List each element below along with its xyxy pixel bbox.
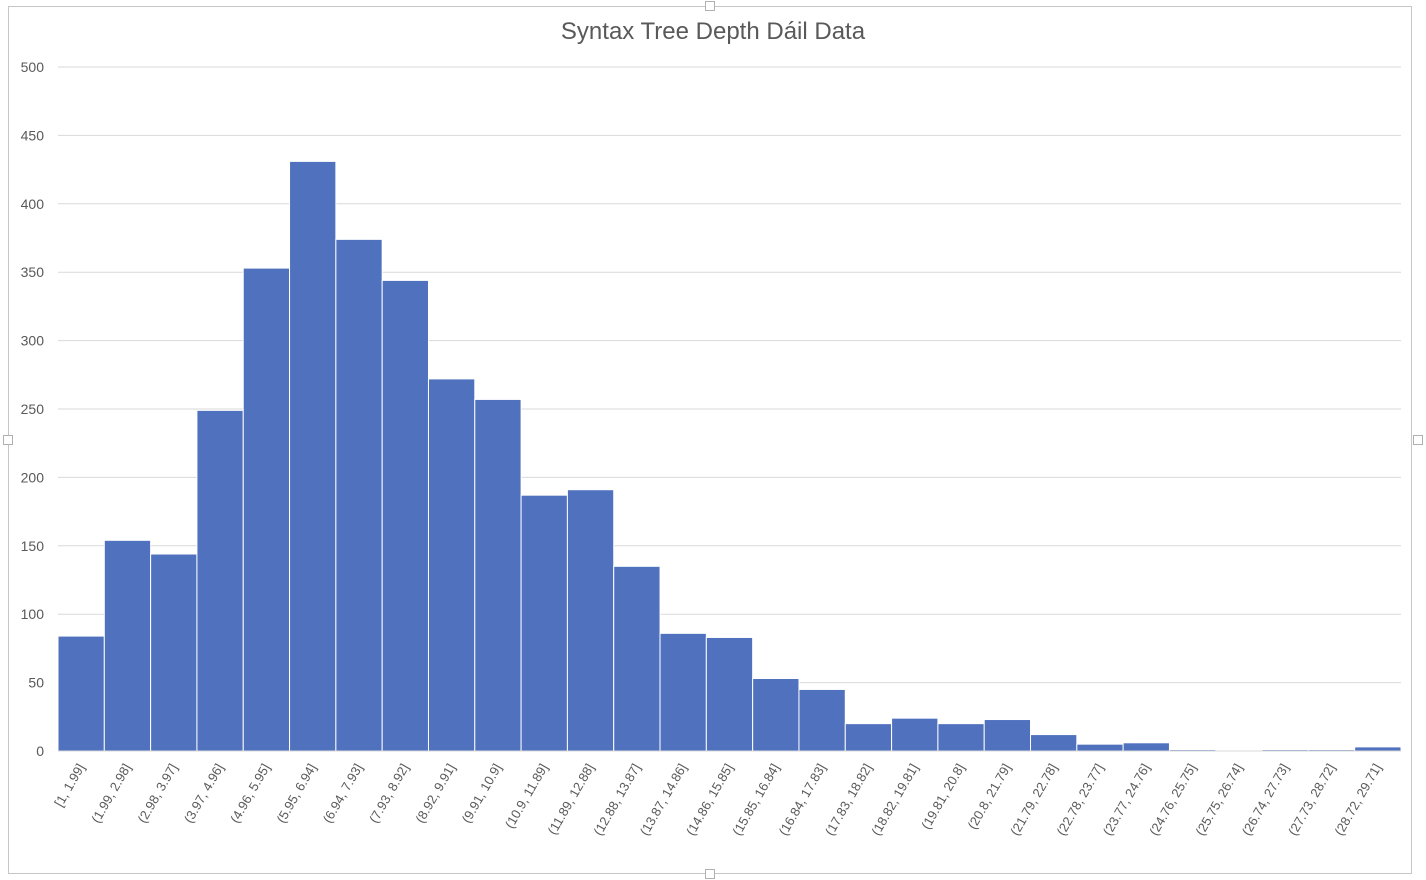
x-tick-label: (14.86, 15.85] [683, 761, 736, 838]
y-tick-label: 100 [21, 606, 45, 622]
histogram-bar [150, 553, 198, 752]
x-tick-label: (25.75, 26.74] [1192, 761, 1245, 838]
y-tick-label: 0 [36, 743, 44, 759]
x-tick-label: (16.84, 17.83] [776, 761, 829, 838]
x-tick-label: (12.88, 13.87] [590, 761, 643, 838]
resize-handle-right[interactable] [1413, 435, 1423, 445]
y-tick-label: 200 [21, 469, 45, 485]
resize-handle-top[interactable] [705, 1, 715, 11]
histogram-bar [613, 565, 661, 752]
x-tick-label: (19.81, 20.8] [918, 761, 967, 832]
x-tick-label: (15.85, 16.84] [729, 761, 782, 838]
x-tick-label: (11.89, 12.88] [545, 761, 598, 837]
y-tick-label: 150 [21, 538, 45, 554]
histogram-bar [57, 635, 105, 752]
x-tick-label: (13.87, 14.86] [637, 761, 690, 838]
y-tick-label: 450 [21, 127, 45, 143]
histogram-bar [427, 378, 476, 752]
histogram-bar [1076, 743, 1124, 752]
x-tick-label: [1, 1.99] [51, 761, 87, 809]
chart-title: Syntax Tree Depth Dáil Data [560, 18, 866, 45]
x-tick-label: (20.8, 21.79] [964, 761, 1013, 832]
histogram-bar [1354, 746, 1402, 752]
bars [57, 160, 1402, 752]
histogram-bar [520, 494, 568, 752]
y-tick-label: 400 [21, 196, 45, 212]
histogram-bar [242, 267, 291, 752]
histogram-bar [381, 279, 429, 752]
x-tick-label: (21.79, 22.78] [1007, 761, 1060, 838]
histogram-bar [844, 723, 893, 752]
histogram-bar [289, 160, 337, 752]
histogram-bar [1122, 742, 1170, 752]
x-tick-label: (22.78, 23.77] [1053, 761, 1106, 838]
x-tick-label: (5.95, 6.94] [273, 761, 319, 825]
histogram-bar [1030, 734, 1078, 752]
y-tick-label: 300 [21, 333, 45, 349]
y-tick-label: 250 [21, 401, 45, 417]
x-tick-label: (3.97, 4.96] [181, 761, 227, 825]
x-tick-label: (28.72, 29.71] [1331, 761, 1384, 838]
histogram-bar [705, 636, 754, 752]
histogram-bar [566, 489, 615, 752]
histogram-bar [798, 688, 846, 752]
resize-handle-left[interactable] [3, 435, 13, 445]
x-tick-label: (4.96, 5.95] [227, 761, 273, 825]
x-tick-label: (24.76, 25.75] [1146, 761, 1199, 838]
x-tick-label: (1.99, 2.98] [88, 761, 134, 825]
histogram-bar [659, 632, 707, 752]
resize-handle-bottom[interactable] [705, 869, 715, 879]
y-tick-label: 50 [28, 675, 44, 691]
x-axis-ticks: [1, 1.99] (1.99, 2.98] (2.98, 3.97] (3.97, … [51, 750, 1401, 838]
y-tick-label: 500 [21, 59, 45, 75]
x-tick-label: (6.94, 7.93] [320, 761, 366, 825]
histogram-bar [103, 539, 152, 752]
histogram-bar [937, 723, 985, 752]
x-tick-label: (17.83, 18.82] [822, 761, 875, 838]
x-tick-label: (23.77, 24.76] [1100, 761, 1153, 838]
histogram-bar [752, 677, 800, 752]
histogram-bar [196, 409, 244, 752]
x-tick-label: (18.82, 19.81] [868, 761, 921, 838]
y-axis-ticks: 0 50 100 150 200 250 300 350 400 450 500 [21, 59, 45, 759]
y-tick-label: 350 [21, 264, 45, 280]
x-tick-label: (2.98, 3.97] [134, 761, 180, 825]
x-tick-label: (27.73, 28.72] [1285, 761, 1338, 838]
x-tick-label: (26.74, 27.73] [1239, 761, 1292, 838]
x-tick-label: (8.92, 9.91] [412, 761, 458, 825]
histogram-bar [474, 398, 522, 752]
histogram-bar [335, 238, 383, 752]
x-tick-label: (9.91, 10.9] [459, 761, 505, 825]
histogram-bar [983, 719, 1032, 752]
histogram-bar [891, 717, 939, 752]
x-tick-label: (7.93, 8.92] [366, 761, 412, 825]
x-tick-label: (10.9, 11.89] [502, 761, 551, 831]
